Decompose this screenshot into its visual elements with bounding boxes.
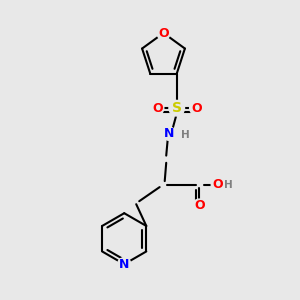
Text: O: O	[212, 178, 223, 191]
Circle shape	[157, 26, 170, 40]
Circle shape	[118, 258, 131, 271]
Circle shape	[211, 178, 224, 191]
Text: O: O	[158, 26, 169, 40]
Text: O: O	[191, 102, 202, 115]
Circle shape	[163, 127, 176, 140]
Text: O: O	[152, 102, 163, 115]
Circle shape	[151, 102, 164, 115]
Text: S: S	[172, 101, 182, 115]
Circle shape	[169, 100, 184, 116]
Text: H: H	[182, 130, 190, 140]
Circle shape	[190, 102, 203, 115]
Text: N: N	[119, 258, 129, 271]
Circle shape	[193, 199, 206, 212]
Text: O: O	[194, 199, 205, 212]
Text: N: N	[164, 127, 174, 140]
Text: H: H	[224, 180, 233, 190]
